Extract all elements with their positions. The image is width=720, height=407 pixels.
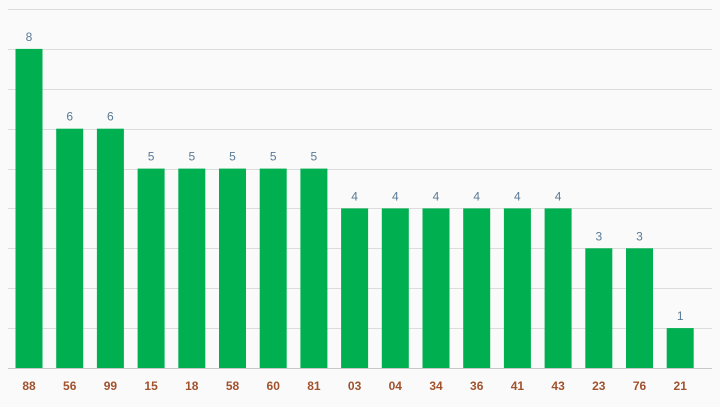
category-label-15: 15 (144, 379, 158, 393)
bar-18 (178, 168, 206, 368)
bar-41 (503, 208, 531, 368)
bar-03 (341, 208, 369, 368)
bar-88 (15, 48, 43, 369)
value-label-76: 3 (636, 229, 643, 243)
bar-34 (422, 208, 450, 368)
category-label-41: 41 (511, 379, 525, 393)
category-labels: 88 56 99 15 18 58 60 81 03 04 34 36 41 43 23 76 21 (22, 379, 687, 393)
category-label-60: 60 (267, 379, 281, 393)
value-label-60: 5 (270, 150, 277, 164)
bar-58 (219, 168, 246, 368)
category-label-56: 56 (63, 379, 77, 393)
category-label-43: 43 (551, 379, 565, 393)
bar-43 (544, 208, 572, 368)
value-label-56: 6 (66, 110, 73, 124)
value-label-23: 3 (595, 229, 602, 243)
value-label-43: 4 (555, 189, 562, 203)
bar-36 (463, 208, 491, 368)
value-label-36: 4 (473, 189, 480, 203)
value-label-04: 4 (392, 189, 399, 203)
category-label-23: 23 (592, 379, 606, 393)
category-label-81: 81 (307, 379, 321, 393)
value-label-99: 6 (107, 110, 114, 124)
category-label-88: 88 (22, 379, 36, 393)
bar-56 (56, 128, 84, 368)
bar-99 (96, 128, 124, 368)
category-label-76: 76 (633, 379, 647, 393)
value-label-34: 4 (433, 189, 440, 203)
value-label-41: 4 (514, 189, 521, 203)
bar-23 (585, 248, 613, 368)
category-label-04: 04 (389, 379, 403, 393)
bars (15, 48, 694, 369)
category-label-99: 99 (104, 379, 118, 393)
bar-04 (381, 208, 409, 368)
category-label-36: 36 (470, 379, 484, 393)
category-label-21: 21 (674, 379, 688, 393)
value-label-15: 5 (148, 150, 155, 164)
category-label-58: 58 (226, 379, 240, 393)
bar-76 (626, 248, 653, 368)
value-label-03: 4 (351, 189, 358, 203)
category-label-34: 34 (429, 379, 443, 393)
bar-21 (666, 328, 694, 368)
bar-15 (137, 168, 165, 368)
value-labels: 8 6 6 5 5 5 5 5 4 4 4 4 4 4 3 3 1 (26, 30, 684, 323)
value-label-18: 5 (188, 150, 195, 164)
category-label-18: 18 (185, 379, 199, 393)
value-label-81: 5 (311, 150, 318, 164)
bar-60 (259, 168, 287, 368)
value-label-21: 1 (677, 309, 684, 323)
value-label-58: 5 (229, 150, 236, 164)
bar-81 (300, 168, 328, 368)
category-label-03: 03 (348, 379, 362, 393)
value-label-88: 8 (26, 30, 33, 44)
